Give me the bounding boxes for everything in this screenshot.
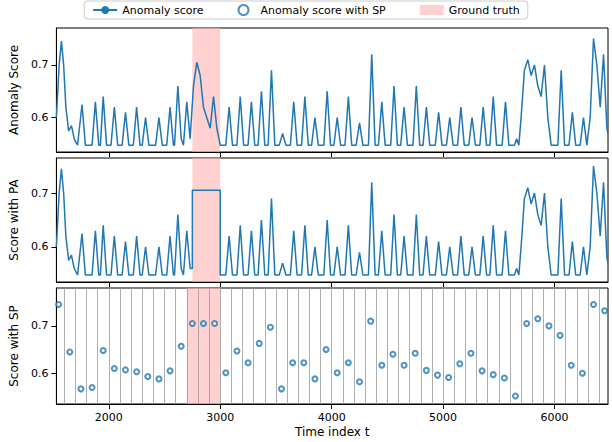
svg-text:Ground truth: Ground truth: [449, 4, 520, 17]
svg-text:4000: 4000: [318, 411, 346, 424]
svg-text:Anomaly score: Anomaly score: [122, 4, 204, 17]
svg-text:0.7: 0.7: [31, 319, 49, 332]
svg-text:0.7: 0.7: [31, 58, 49, 71]
svg-text:Score with SP: Score with SP: [7, 305, 21, 387]
svg-text:6000: 6000: [541, 411, 569, 424]
svg-text:3000: 3000: [206, 411, 234, 424]
svg-text:0.7: 0.7: [31, 187, 49, 200]
svg-text:Anomaly score with SP: Anomaly score with SP: [261, 4, 387, 17]
svg-text:0.6: 0.6: [31, 240, 49, 253]
svg-text:0.6: 0.6: [31, 111, 49, 124]
svg-text:Score with PA: Score with PA: [7, 179, 21, 261]
svg-text:2000: 2000: [95, 411, 123, 424]
svg-text:5000: 5000: [429, 411, 457, 424]
svg-text:Anomaly Score: Anomaly Score: [7, 45, 21, 135]
svg-text:Time index t: Time index t: [294, 425, 370, 439]
svg-text:0.6: 0.6: [31, 367, 49, 380]
